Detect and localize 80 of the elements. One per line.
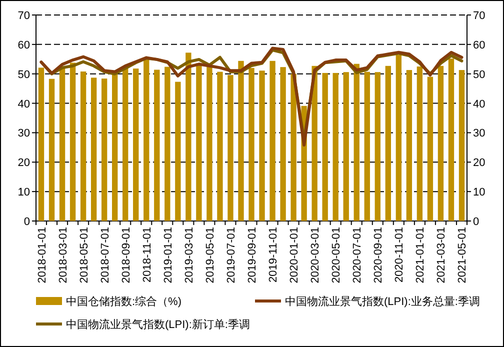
bar [70,62,76,221]
y-tick-label: 10 [18,186,30,199]
bar [396,55,402,221]
bar [196,63,202,221]
y-tick-label: 30 [18,128,30,140]
bar [248,68,254,221]
bar [48,78,55,221]
x-tick-label: 2019-07-01 [225,227,238,284]
y2-tick-label: 40 [473,98,486,110]
y-tick-label: 20 [18,157,30,170]
x-tick-label: 2020-05-01 [330,227,343,284]
bar [217,72,223,221]
legend-label: 中国仓储指数:综合（%) [66,295,182,308]
bar [385,66,391,221]
bar [112,72,118,221]
bar [238,60,244,221]
x-tick-label: 2019-01-01 [162,227,174,284]
x-tick-label: 2021-05-01 [456,227,469,284]
bar [290,74,296,221]
y2-tick-label: 50 [473,68,486,81]
x-tick-label: 2020-11-01 [394,227,406,282]
y-tick-label: 40 [18,98,30,110]
x-tick-label: 2019-11-01 [268,227,280,282]
bar [154,70,160,221]
bar [90,78,97,221]
legend-label: 中国物流业景气指数(LPI):业务总量:季调 [285,295,480,308]
bar [133,68,139,221]
bar [374,72,380,221]
bar [458,70,465,221]
x-tick-label: 2020-09-01 [372,227,385,284]
y-tick-label: 0 [24,216,30,228]
bar [186,52,192,221]
x-tick-label: 2018-01-01 [36,227,48,284]
bar [354,64,360,221]
x-tick-label: 2018-09-01 [120,227,132,284]
x-tick-label: 2020-03-01 [310,227,322,284]
x-tick-label: 2018-05-01 [78,227,90,284]
bar [322,72,328,221]
bar [280,67,286,221]
y2-tick-label: 0 [473,216,480,228]
bar [175,82,181,221]
y-tick-label: 60 [18,39,30,52]
bar [332,72,338,221]
bar [427,76,434,221]
x-tick-label: 2018-03-01 [57,227,70,284]
bar [59,67,66,221]
y2-tick-label: 10 [473,186,486,199]
x-tick-label: 2019-09-01 [246,227,258,284]
bar [312,66,318,221]
x-tick-label: 2021-01-01 [414,227,427,284]
bar [164,66,170,221]
y2-tick-label: 70 [473,10,486,22]
x-tick-label: 2019-05-01 [204,227,216,284]
x-tick-label: 2019-03-01 [183,227,196,284]
x-tick-label: 2018-07-01 [99,227,112,284]
x-tick-label: 2018-11-01 [141,227,154,282]
x-tick-label: 2021-03-01 [436,227,448,284]
bar [343,72,349,221]
y2-tick-label: 60 [473,39,486,52]
bar [448,58,454,221]
bar [416,66,423,221]
y2-tick-label: 30 [473,128,486,140]
x-tick-label: 2020-01-01 [288,227,301,284]
bar [270,60,276,221]
bar [259,70,265,221]
bar [406,70,412,221]
bar [80,72,86,221]
bar [206,66,212,221]
y2-tick-label: 20 [473,157,486,170]
y-tick-label: 50 [18,68,30,81]
bar [364,72,370,221]
bar [228,75,234,221]
y-tick-label: 70 [18,10,30,22]
x-tick-label: 2020-07-01 [352,227,364,284]
bar [144,60,150,221]
bar [38,68,44,221]
bar [122,68,128,221]
bar [101,78,108,221]
legend-label: 中国物流业景气指数(LPI):新订单:季调 [66,318,250,331]
bar [438,66,444,221]
